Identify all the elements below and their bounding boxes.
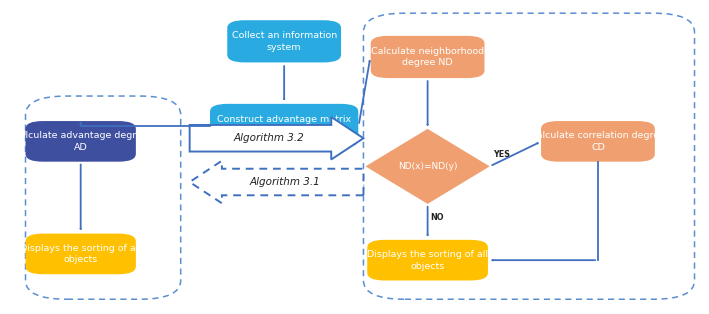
FancyBboxPatch shape [210, 104, 358, 148]
Text: Displays the sorting of all
objects: Displays the sorting of all objects [367, 250, 488, 271]
Text: ND(x)=ND(y): ND(x)=ND(y) [398, 162, 457, 171]
FancyBboxPatch shape [367, 240, 488, 280]
Text: NO: NO [430, 213, 444, 221]
Text: Construct advantage matrix
D = [D(x,y)]: Construct advantage matrix D = [D(x,y)] [217, 115, 351, 136]
Polygon shape [190, 117, 364, 160]
Polygon shape [366, 129, 490, 204]
FancyBboxPatch shape [371, 36, 484, 78]
Text: Calculate advantage degree
AD: Calculate advantage degree AD [13, 131, 148, 152]
FancyBboxPatch shape [26, 234, 136, 274]
Text: Algorithm 3.2: Algorithm 3.2 [233, 133, 304, 143]
Text: Calculate correlation degree
CD: Calculate correlation degree CD [530, 131, 666, 152]
FancyBboxPatch shape [541, 121, 655, 162]
Text: Collect an information
system: Collect an information system [232, 31, 337, 52]
Text: YES: YES [493, 150, 510, 159]
FancyBboxPatch shape [26, 121, 136, 162]
Text: Algorithm 3.1: Algorithm 3.1 [250, 177, 320, 187]
Polygon shape [190, 161, 364, 203]
FancyBboxPatch shape [228, 20, 341, 62]
Text: Displays the sorting of all
objects: Displays the sorting of all objects [20, 244, 141, 264]
Text: Calculate neighborhood
degree ND: Calculate neighborhood degree ND [371, 46, 484, 68]
